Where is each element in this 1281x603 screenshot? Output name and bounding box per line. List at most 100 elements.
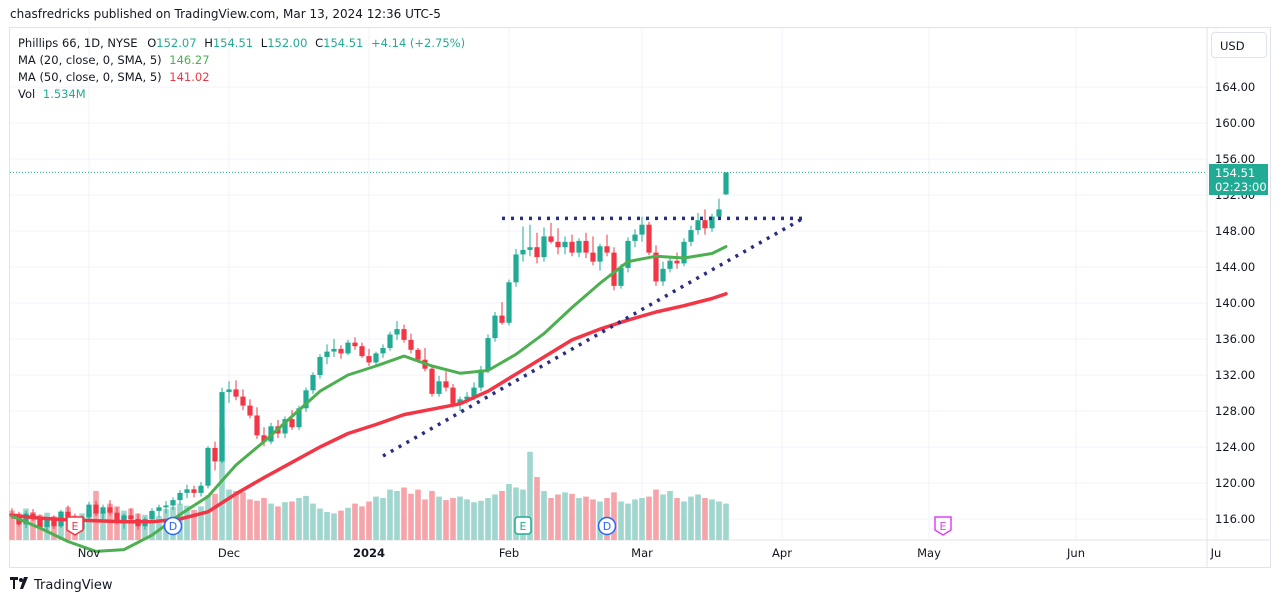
candle-body bbox=[226, 389, 232, 393]
earnings-marker-icon[interactable]: E bbox=[66, 516, 84, 536]
price-tick-label: 116.00 bbox=[1215, 512, 1255, 526]
volume-bar bbox=[310, 503, 316, 540]
candle-body bbox=[387, 334, 393, 348]
volume-bar bbox=[492, 494, 498, 540]
candle-body bbox=[429, 368, 435, 394]
candle-body bbox=[576, 240, 582, 253]
vol-label[interactable]: Vol bbox=[18, 87, 36, 101]
earnings-marker-icon[interactable]: E bbox=[934, 516, 952, 536]
volume-bar bbox=[156, 516, 162, 540]
volume-bar bbox=[443, 500, 449, 540]
volume-bar bbox=[205, 495, 211, 540]
currency-button[interactable]: USD bbox=[1211, 32, 1267, 58]
symbol-label[interactable]: Phillips 66, 1D, NYSE bbox=[18, 36, 138, 50]
volume-bar bbox=[569, 493, 575, 540]
volume-bar bbox=[373, 496, 379, 540]
dividend-marker-icon[interactable]: D bbox=[597, 516, 617, 536]
earnings-box bbox=[934, 516, 952, 536]
candle-body bbox=[261, 435, 267, 442]
ma20-line bbox=[10, 245, 728, 553]
close-value: 154.51 bbox=[323, 36, 364, 50]
volume-bar bbox=[478, 500, 484, 540]
dividend-circle bbox=[163, 516, 183, 536]
candle-body bbox=[660, 268, 666, 282]
candle-body bbox=[338, 348, 344, 354]
candle-body bbox=[44, 519, 50, 528]
candle-body bbox=[499, 315, 505, 323]
candle-body bbox=[541, 236, 547, 258]
volume-bar bbox=[499, 491, 505, 540]
candle-body bbox=[506, 282, 512, 323]
change-value: +4.14 (+2.75%) bbox=[371, 36, 466, 50]
candle-body bbox=[723, 172, 729, 195]
candle-body bbox=[569, 241, 575, 253]
candle-body bbox=[149, 510, 155, 519]
earnings-box bbox=[66, 516, 84, 536]
earnings-box bbox=[514, 516, 532, 535]
volume-bar bbox=[632, 499, 638, 540]
candle-body bbox=[513, 254, 519, 283]
ohlc-row: Phillips 66, 1D, NYSE O152.07 H154.51 L1… bbox=[18, 35, 465, 52]
volume-bar bbox=[254, 500, 260, 540]
bar-countdown: 02:23:00 bbox=[1215, 180, 1267, 194]
volume-bar bbox=[233, 491, 239, 540]
price-tick-label: 160.00 bbox=[1215, 116, 1255, 130]
last-price-tag: 154.51 02:23:00 bbox=[1209, 164, 1268, 195]
candle-body bbox=[471, 387, 477, 397]
candle-body bbox=[317, 357, 323, 375]
last-price-value: 154.51 bbox=[1215, 166, 1256, 180]
price-tick-label: 156.00 bbox=[1215, 152, 1255, 166]
candle-body bbox=[597, 246, 603, 262]
volume-bar bbox=[688, 496, 694, 540]
volume-bar bbox=[394, 491, 400, 540]
price-tick-label: 148.00 bbox=[1215, 224, 1255, 238]
volume-bar bbox=[408, 493, 414, 540]
candle-body bbox=[100, 507, 106, 514]
candle-body bbox=[527, 247, 533, 250]
footer-brand[interactable]: TradingView bbox=[34, 577, 113, 593]
candle-body bbox=[114, 512, 120, 522]
candle-body bbox=[289, 419, 295, 428]
candle-body bbox=[702, 220, 708, 229]
candle-body bbox=[303, 390, 309, 409]
volume-bar bbox=[345, 507, 351, 540]
candle-body bbox=[688, 230, 694, 242]
candle-body bbox=[177, 492, 183, 501]
volume-bar bbox=[219, 428, 225, 540]
volume-bar bbox=[212, 493, 218, 540]
ma20-label[interactable]: MA (20, close, 0, SMA, 5) bbox=[18, 53, 162, 67]
volume-bar bbox=[723, 503, 729, 540]
volume-bar bbox=[541, 491, 547, 540]
high-label: H bbox=[204, 36, 213, 50]
volume-bar bbox=[702, 498, 708, 540]
candle-body bbox=[653, 252, 659, 282]
candle-body bbox=[611, 252, 617, 286]
candle-body bbox=[681, 241, 687, 264]
volume-bar bbox=[464, 499, 470, 540]
candle-body bbox=[562, 241, 568, 248]
candle-body bbox=[555, 241, 561, 248]
published-line: chasfredricks published on TradingView.c… bbox=[10, 7, 441, 21]
tradingview-logo-icon[interactable] bbox=[10, 577, 30, 593]
candle-body bbox=[296, 408, 302, 428]
candle-body bbox=[667, 260, 673, 269]
volume-bar bbox=[485, 498, 491, 540]
price-tick-label: 140.00 bbox=[1215, 296, 1255, 310]
volume-bar bbox=[16, 513, 22, 540]
candle-body bbox=[492, 315, 498, 339]
dividend-marker-icon[interactable]: D bbox=[163, 516, 183, 536]
volume-bar bbox=[338, 510, 344, 540]
volume-bar bbox=[240, 492, 246, 540]
ma50-label[interactable]: MA (50, close, 0, SMA, 5) bbox=[18, 70, 162, 84]
volume-row: Vol 1.534M bbox=[18, 86, 465, 103]
candle-body bbox=[583, 240, 589, 253]
candle-body bbox=[254, 415, 260, 436]
earnings-marker-icon[interactable]: E bbox=[514, 516, 532, 535]
candle-body bbox=[716, 209, 722, 217]
candle-body bbox=[331, 348, 337, 352]
candle-body bbox=[625, 240, 631, 268]
volume-bar bbox=[681, 501, 687, 540]
volume-bar bbox=[436, 496, 442, 540]
candle-body bbox=[408, 339, 414, 350]
